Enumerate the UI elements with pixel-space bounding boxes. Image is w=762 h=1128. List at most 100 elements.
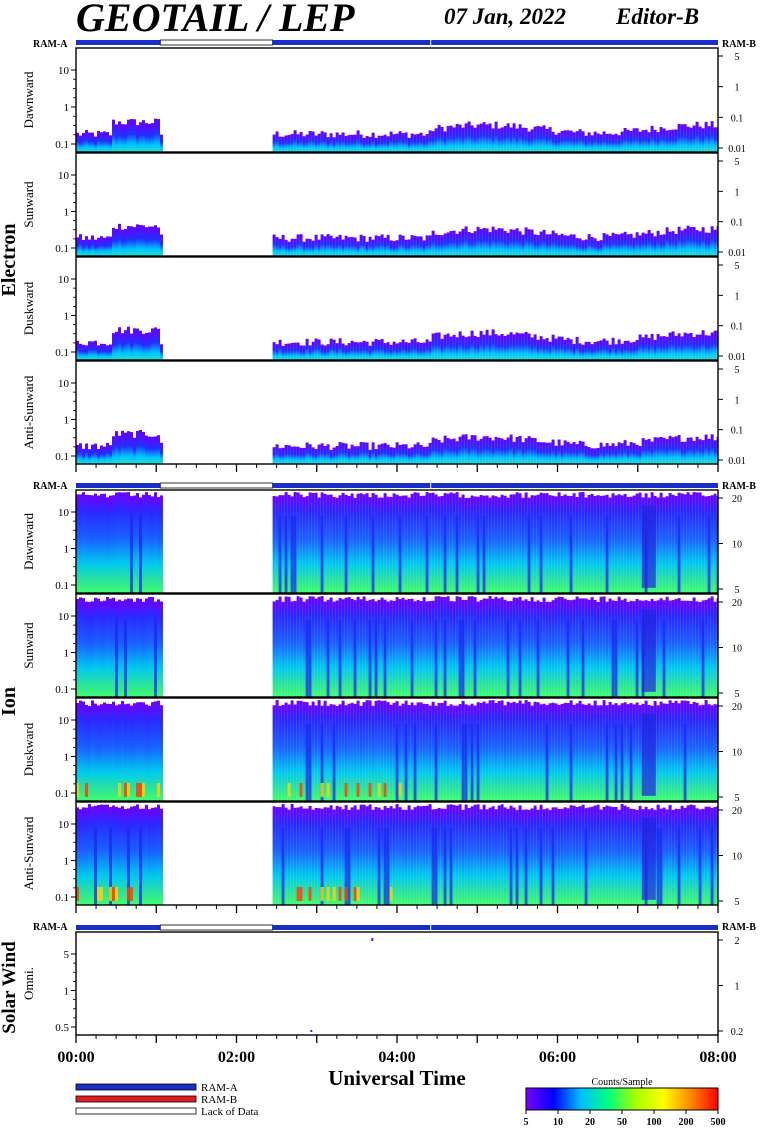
- ram-a-label: RAM-A: [33, 39, 68, 50]
- colorbar-tick-label: 100: [647, 1117, 662, 1128]
- y-tick-label-right: 1: [735, 982, 740, 993]
- y-tick-label-right: 5: [735, 261, 740, 272]
- ram-a-label: RAM-A: [33, 922, 68, 933]
- y-tick-label-left: 10: [58, 170, 70, 182]
- y-tick-label-left: 0.1: [55, 788, 69, 800]
- panel-label: Duskward: [21, 722, 36, 776]
- y-tick-label-right: 10: [732, 852, 742, 863]
- y-tick-label-right: 5: [735, 793, 740, 804]
- group-label: Ion: [0, 687, 20, 716]
- ram-bar-segment: [76, 483, 161, 488]
- y-tick-label-left: 1: [64, 544, 70, 556]
- y-tick-label-right: 5: [735, 897, 740, 908]
- y-tick-label-left: 1: [64, 986, 70, 998]
- electron-spectrum: [76, 430, 718, 464]
- y-tick-label-left: 10: [58, 819, 70, 831]
- x-tick-label: 00:00: [57, 1049, 94, 1066]
- ram-bar-gap-segment: [159, 39, 274, 46]
- y-tick-label-left: 10: [58, 611, 70, 623]
- sw-speck: [371, 938, 374, 941]
- y-tick-label-right: 5: [735, 689, 740, 700]
- legend-swatch: [75, 1107, 197, 1115]
- y-tick-label-left: 1: [64, 648, 70, 660]
- panel-frame: [75, 489, 719, 594]
- y-tick-label-left: 0.1: [55, 243, 69, 255]
- panel-frame: [75, 593, 719, 698]
- colorbar-tick-label: 5: [524, 1117, 529, 1128]
- y-tick-label-right: 10: [732, 540, 742, 551]
- ram-bar-segment: [272, 925, 718, 930]
- panel-label: Dawnward: [21, 71, 36, 129]
- x-axis-label: Universal Time: [328, 1066, 465, 1090]
- y-tick-label-left: 1: [64, 207, 70, 219]
- ram-b-label: RAM-B: [722, 922, 756, 933]
- panel-frame: [75, 931, 719, 1036]
- y-tick-label-right: 5: [735, 365, 740, 376]
- ram-bar-gap-segment: [159, 924, 274, 931]
- y-tick-label-right: 10: [732, 748, 742, 759]
- y-tick-label-right: 1: [735, 395, 740, 406]
- y-tick-label-right: 0.1: [731, 218, 744, 229]
- legend-label: Lack of Data: [201, 1106, 259, 1118]
- x-tick-label: 04:00: [378, 1049, 415, 1066]
- plot-title: GEOTAIL / LEP: [76, 0, 355, 40]
- ram-a-label: RAM-A: [33, 481, 68, 492]
- y-tick-label-left: 0.1: [55, 892, 69, 904]
- y-tick-label-left: 0.1: [55, 684, 69, 696]
- panel-label: Sunward: [21, 622, 36, 669]
- y-tick-label-right: 1: [735, 291, 740, 302]
- y-tick-label-right: 0.2: [731, 1027, 744, 1038]
- ram-bar-segment: [76, 40, 161, 45]
- y-tick-label-left: 1: [64, 856, 70, 868]
- panel-frame: [75, 697, 719, 802]
- colorbar-tick-label: 500: [711, 1117, 726, 1128]
- y-tick-label-left: 10: [58, 507, 70, 519]
- ion-spectrum: [76, 596, 718, 697]
- y-tick-label-right: 0.01: [728, 144, 746, 155]
- electron-spectrum: [76, 223, 718, 256]
- y-tick-label-right: 5: [735, 157, 740, 168]
- y-tick-label-right: 5: [735, 585, 740, 596]
- electron-spectrum: [76, 118, 718, 152]
- colorbar-tick-label: 20: [585, 1117, 595, 1128]
- y-tick-label-right: 0.01: [728, 352, 746, 363]
- ram-bar-segment: [76, 925, 161, 930]
- legend-label: RAM-A: [201, 1082, 238, 1094]
- y-tick-label-right: 0.1: [731, 113, 744, 124]
- y-tick-label-left: 0.1: [55, 347, 69, 359]
- ram-bar-gap-segment: [159, 482, 274, 489]
- panel-label: Anti-Sunward: [21, 816, 36, 890]
- electron-spectrum: [76, 326, 718, 360]
- panel-frame: [75, 47, 719, 153]
- y-tick-label-left: 1: [64, 752, 70, 764]
- y-tick-label-right: 0.01: [728, 456, 746, 467]
- plot-editor: Editor-B: [616, 4, 700, 29]
- panel-label: Duskward: [21, 281, 36, 335]
- y-tick-label-right: 0.01: [728, 248, 746, 259]
- x-tick-label: 06:00: [539, 1049, 576, 1066]
- group-label: Solar Wind: [0, 941, 20, 1034]
- y-tick-label-right: 20: [732, 598, 742, 609]
- sw-speck: [310, 1030, 313, 1032]
- colorbar: [525, 1087, 719, 1111]
- panel-label: Sunward: [21, 181, 36, 228]
- y-tick-label-right: 20: [732, 806, 742, 817]
- y-tick-label-left: 10: [58, 378, 70, 390]
- legend-label: RAM-B: [201, 1094, 237, 1106]
- y-tick-label-left: 10: [58, 65, 70, 77]
- y-tick-label-left: 0.1: [55, 451, 69, 463]
- group-label: Electron: [0, 224, 20, 297]
- ion-hot-spectrum: [76, 804, 718, 905]
- y-tick-label-left: 10: [58, 715, 70, 727]
- y-tick-label-right: 2: [735, 936, 740, 947]
- colorbar-tick-label: 50: [617, 1117, 627, 1128]
- y-tick-label-right: 0.1: [731, 322, 744, 333]
- y-tick-label-right: 20: [732, 702, 742, 713]
- ram-b-label: RAM-B: [722, 39, 756, 50]
- plot-date: 07 Jan, 2022: [444, 4, 567, 29]
- colorbar-tick-label: 10: [553, 1117, 563, 1128]
- y-tick-label-left: 1: [64, 415, 70, 427]
- y-tick-label-left: 1: [64, 102, 70, 114]
